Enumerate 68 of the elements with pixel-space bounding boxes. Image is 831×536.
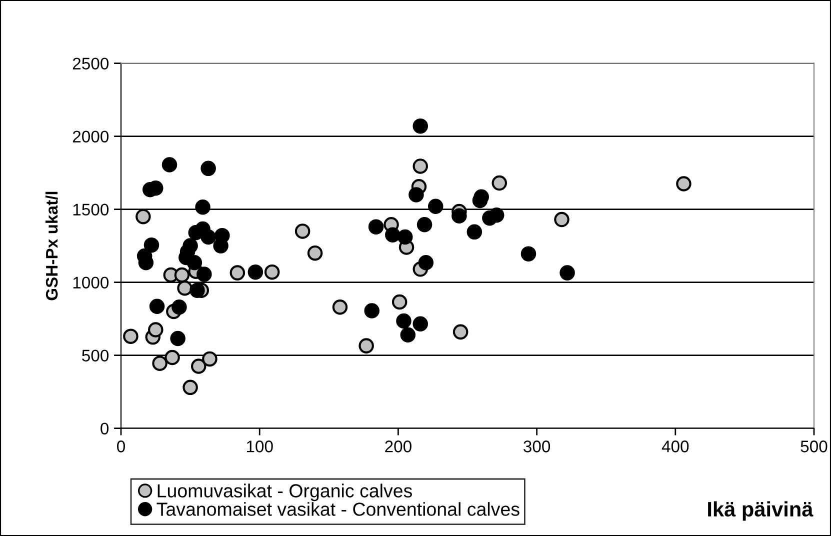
point [368, 219, 384, 234]
point [136, 208, 151, 224]
point [213, 238, 228, 254]
point [492, 175, 508, 191]
x-tick-label: 300 [524, 440, 550, 452]
point [392, 294, 408, 310]
x-tick-label: 500 [800, 440, 828, 452]
point [200, 229, 216, 245]
point [123, 328, 138, 344]
point [412, 158, 428, 174]
x-tick-label: 0 [117, 440, 125, 452]
point [554, 212, 570, 228]
point [412, 316, 428, 332]
point [170, 330, 186, 346]
point [174, 267, 190, 283]
point [172, 299, 187, 315]
legend-label: Luomuvasikat - Organic calves [158, 484, 412, 502]
x-axis-title: Ikä päivinä [708, 501, 814, 521]
point [397, 229, 413, 245]
point [358, 338, 374, 354]
point [396, 313, 412, 329]
point [364, 303, 380, 318]
point [148, 322, 164, 338]
x-tick-label: 200 [385, 440, 412, 452]
x-tick-label: 400 [662, 440, 689, 452]
point [418, 254, 434, 270]
point [190, 358, 206, 374]
y-tick-label: 500 [82, 350, 109, 362]
point [307, 245, 323, 261]
point [332, 299, 348, 315]
point [412, 118, 428, 134]
point [144, 237, 160, 253]
point [466, 224, 482, 240]
point [400, 327, 416, 342]
point [186, 254, 202, 270]
point [385, 227, 400, 242]
point [200, 160, 216, 176]
point [202, 351, 218, 367]
point [164, 350, 180, 366]
point [560, 265, 575, 280]
y-tick-label: 2500 [72, 58, 109, 70]
y-tick-label: 0 [100, 422, 109, 435]
point [190, 282, 205, 298]
point [248, 264, 264, 280]
point [488, 208, 504, 223]
point [177, 280, 192, 296]
point [152, 356, 168, 371]
point [416, 216, 432, 232]
point [428, 198, 444, 214]
point [294, 224, 310, 239]
point [196, 266, 212, 282]
y-axis-title: GSH-Px ukat/l [45, 192, 58, 300]
point [676, 176, 692, 192]
point [195, 199, 210, 215]
legend-label: Tavanomaiset vasikat - Conventional calves [156, 502, 520, 516]
point [230, 265, 246, 280]
y-tick-label: 1500 [73, 204, 109, 216]
point [149, 298, 165, 314]
point [452, 208, 467, 224]
point [452, 324, 468, 340]
y-tick-label: 1000 [73, 276, 109, 289]
point [520, 246, 536, 262]
point [162, 157, 178, 172]
point [264, 264, 280, 280]
point [182, 380, 198, 396]
x-tick-label: 100 [246, 440, 273, 452]
y-tick-label: 2000 [72, 130, 109, 143]
point [408, 187, 424, 202]
